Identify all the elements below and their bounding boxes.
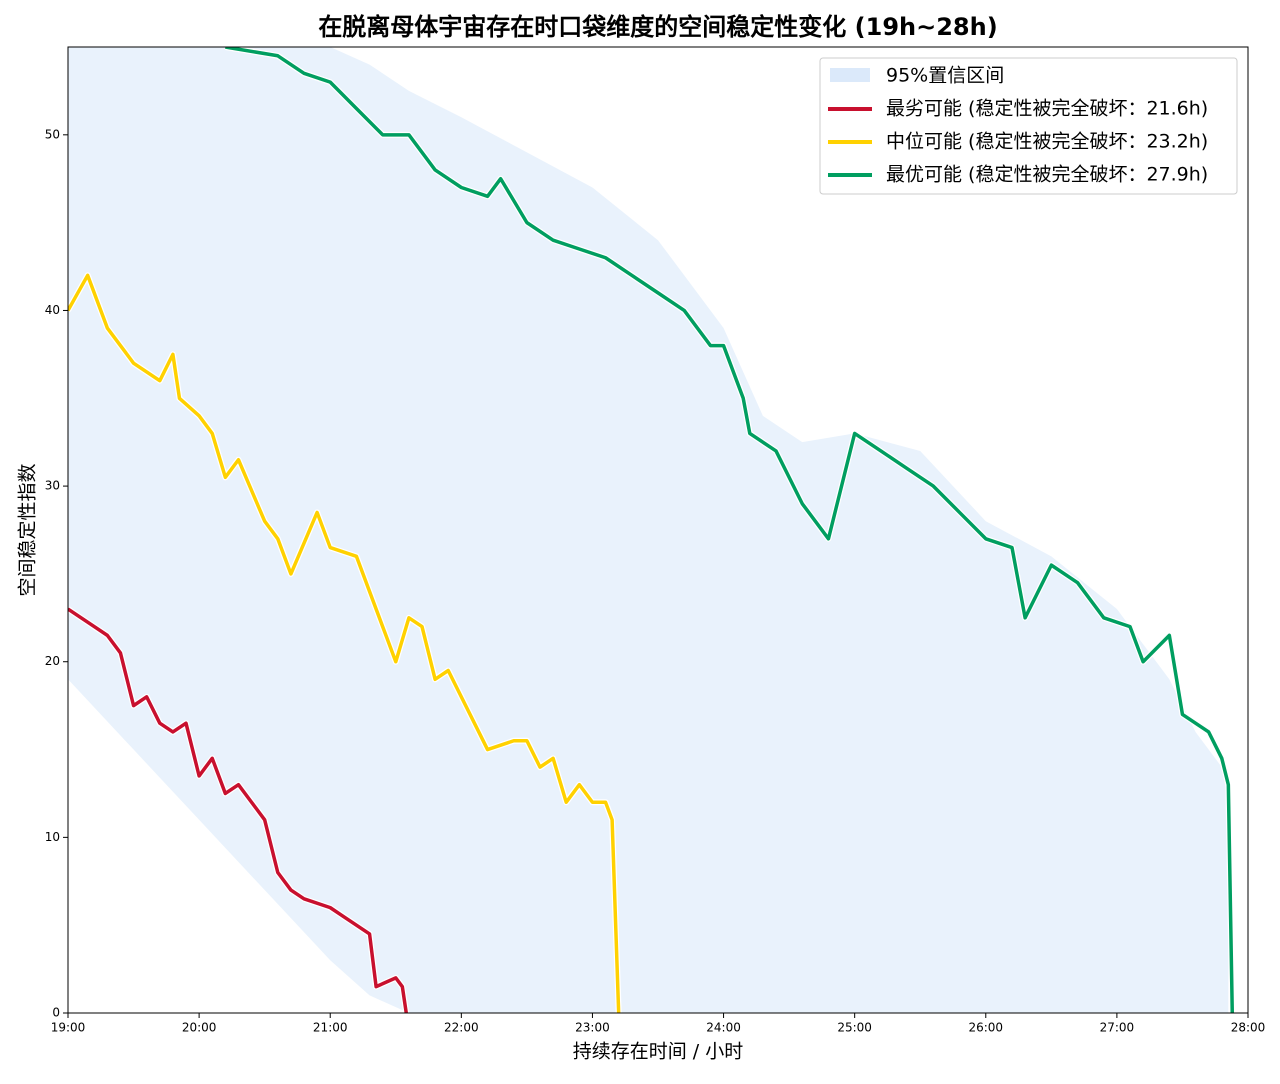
confidence-band [68,47,1229,1013]
x-tick-label: 22:00 [444,1021,479,1035]
plot-frame [67,46,1249,1014]
x-tick-label: 21:00 [313,1021,348,1035]
legend-label: 95%置信区间 [886,65,1004,87]
y-tick-label: 40 [45,303,60,317]
plot-area [68,47,1236,1013]
x-tick-label: 28:00 [1231,1021,1266,1035]
x-tick-label: 26:00 [968,1021,1003,1035]
y-tick-label: 10 [45,830,60,844]
legend-label: 中位可能 (稳定性被完全破坏：23.2h) [886,131,1208,153]
legend-label: 最劣可能 (稳定性被完全破坏：21.6h) [886,98,1208,120]
x-tick-label: 24:00 [706,1021,741,1035]
y-tick-label: 30 [45,479,60,493]
y-tick-label: 0 [52,1006,60,1020]
series-line [68,607,408,1013]
x-tick-label: 20:00 [182,1021,217,1035]
series-line [68,273,621,1013]
x-axis-label: 持续存在时间 / 小时 [573,1041,743,1063]
x-tick-label: 27:00 [1100,1021,1135,1035]
series-line [225,47,1235,1013]
legend-box [819,57,1238,195]
x-tick-label: 25:00 [837,1021,872,1035]
x-tick-label: 19:00 [51,1021,86,1035]
y-tick-label: 50 [45,127,60,141]
legend-swatch [830,68,870,82]
x-tick-label: 23:00 [575,1021,610,1035]
y-axis-label: 空间稳定性指数 [17,463,39,596]
legend-label: 最优可能 (稳定性被完全破坏：27.9h) [886,164,1208,186]
y-tick-label: 20 [45,654,60,668]
chart-title: 在脱离母体宇宙存在时口袋维度的空间稳定性变化 (19h~28h) [318,13,997,41]
